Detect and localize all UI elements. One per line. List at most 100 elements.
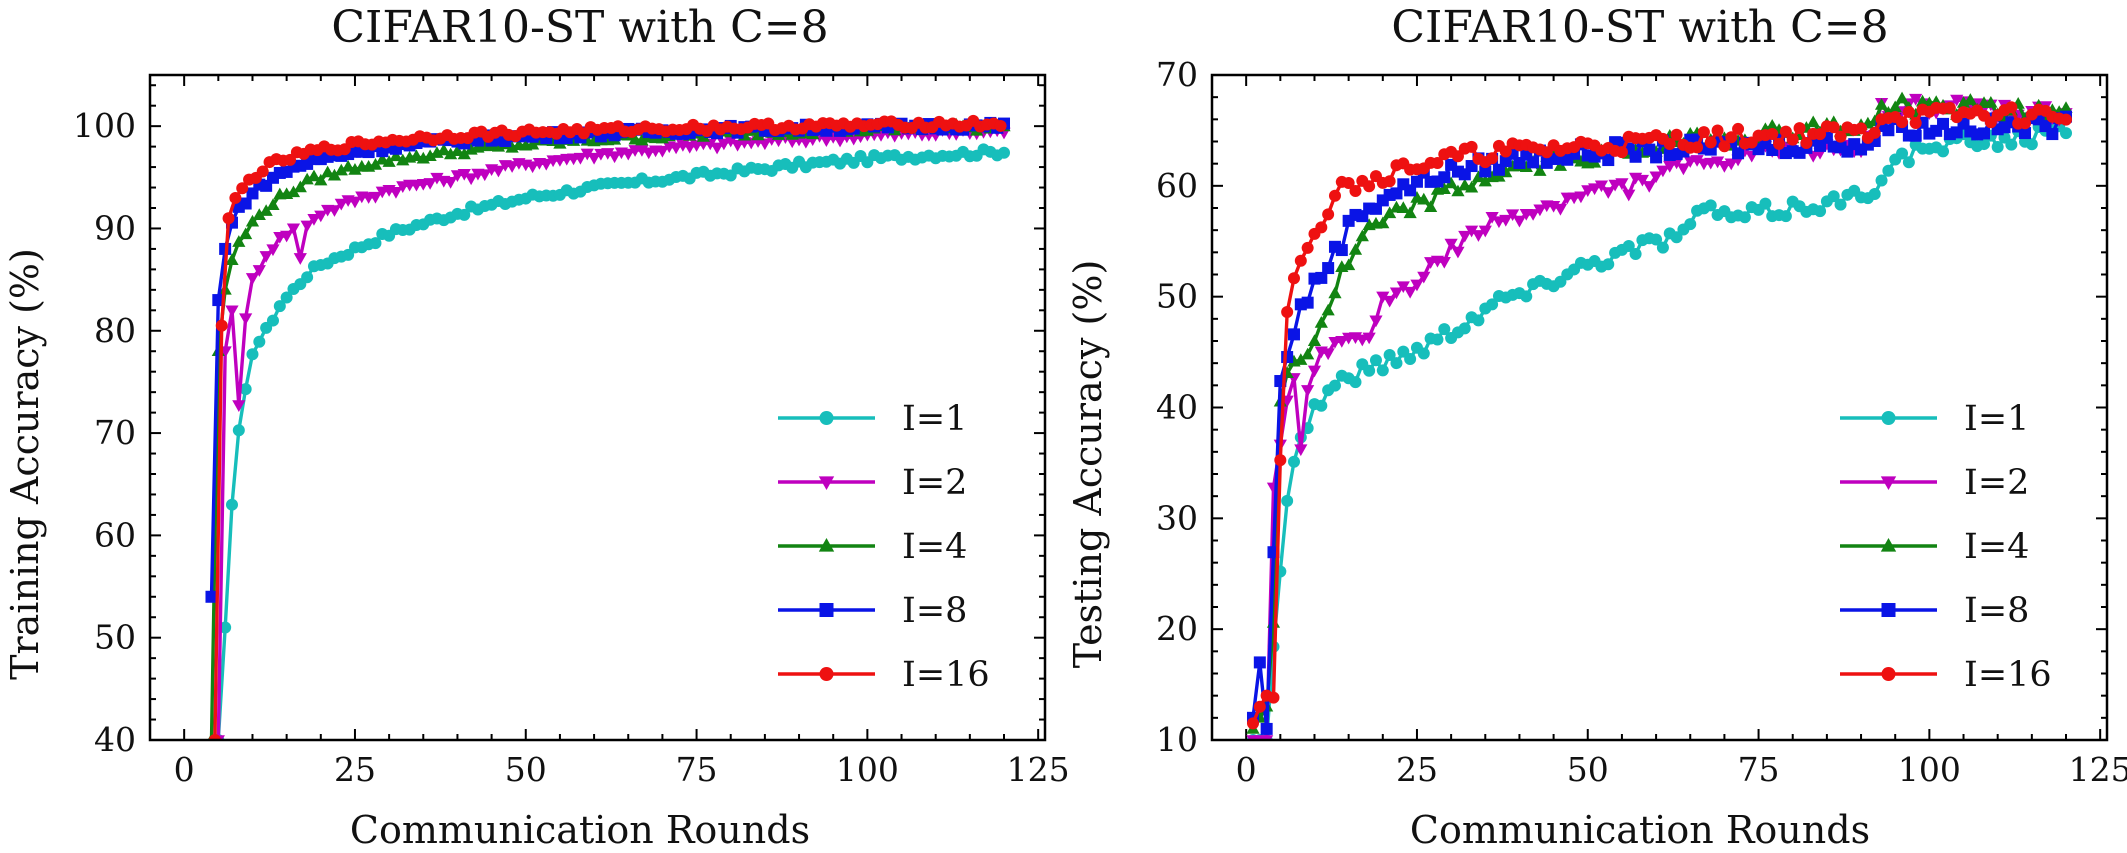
data-point [1677,164,1690,176]
legend-marker [820,603,834,617]
data-point [1766,128,1778,140]
data-point [1322,304,1335,316]
legend-item: I=4 [1840,527,2029,567]
data-point [223,212,235,224]
data-point [1247,717,1259,729]
y-tick-label: 50 [1156,277,1198,316]
data-point [1835,199,1847,211]
y-axis-label: Training Accuracy (%) [3,248,47,680]
y-tick-label: 70 [1156,55,1198,94]
data-point [1295,255,1307,267]
legend-label: I=8 [1964,591,2029,631]
chart-title: CIFAR10-ST with C=8 [331,2,828,53]
data-point [1472,314,1484,326]
data-point [1288,456,1300,468]
y-tick-label: 30 [1156,498,1198,537]
data-point [1630,151,1642,163]
data-point [301,271,313,283]
figure: CIFAR10-ST with C=8 Communication Rounds… [0,0,2127,853]
chart-title: CIFAR10-ST with C=8 [1391,2,1888,53]
data-point [1712,124,1724,136]
x-axis-label: Communication Rounds [350,808,810,852]
data-point [1622,190,1635,202]
x-tick-label: 0 [174,750,195,789]
x-tick-label: 125 [1007,750,1070,789]
data-point [1369,316,1382,328]
plot-area [205,115,1011,747]
data-point [1869,188,1881,200]
data-point [1807,115,1820,127]
legend-item: I=2 [1840,463,2029,503]
y-tick-label: 50 [94,618,136,657]
data-point [1315,400,1327,412]
data-point [229,192,241,204]
legend-label: I=4 [1964,527,2029,567]
data-point [1527,156,1539,168]
legend-item: I=1 [778,399,967,439]
data-point [226,499,238,511]
data-point [1451,247,1464,259]
series-line [218,149,1004,740]
data-point [1404,353,1416,365]
y-axis-label: Testing Accuracy (%) [1066,260,1110,669]
data-point [1336,244,1348,256]
data-point [1363,365,1375,377]
y-tick-label: 10 [1156,720,1198,759]
data-point [1657,242,1669,254]
data-point [1732,123,1744,135]
data-point [1288,272,1300,284]
data-point [1486,152,1498,164]
series-line [1253,107,2066,723]
data-point [1684,218,1696,230]
data-point [2005,139,2017,151]
data-point [995,120,1007,132]
legend-item: I=1 [1840,399,2029,439]
data-point [1814,205,1826,217]
data-point [1671,129,1683,141]
legend-marker [820,667,834,681]
data-point [1794,122,1806,134]
x-tick-label: 25 [1396,750,1438,789]
legend: I=1 I=2 I=4 I=8 I=16 [1840,399,2052,695]
data-point [1978,127,1990,139]
x-tick-label: 25 [334,750,376,789]
data-point [1301,348,1314,360]
data-point [1370,354,1382,366]
data-point [1377,364,1389,376]
data-point [1261,723,1273,735]
data-point [1882,165,1894,177]
data-point [225,306,238,318]
data-point [1390,357,1402,369]
legend-item: I=4 [778,527,967,567]
data-point [1903,106,1915,118]
data-point [1254,701,1266,713]
data-point [1787,134,1799,146]
data-point [1513,216,1526,228]
data-point [1698,126,1710,138]
data-point [1288,328,1300,340]
testing-accuracy-chart: CIFAR10-ST with C=8 Communication Rounds… [1066,2,2127,852]
y-tick-label: 40 [1156,388,1198,427]
x-tick-label: 0 [1236,750,1257,789]
data-point [246,348,258,360]
data-point [1896,116,1908,128]
y-tick-label: 70 [94,413,136,452]
data-point [1520,290,1532,302]
plot-area [1246,92,2072,747]
data-point [301,221,314,233]
data-point [1302,242,1314,254]
x-tick-label: 75 [676,750,718,789]
legend-item: I=2 [778,463,967,503]
data-point [1643,181,1656,193]
data-point [1650,151,1662,163]
data-point [1267,692,1279,704]
data-point [1329,190,1341,202]
legend-item: I=8 [778,591,967,631]
legend-marker [1882,603,1896,617]
data-point [1937,118,1949,130]
legend-item: I=16 [1840,655,2052,695]
legend-label: I=1 [1964,399,2029,439]
data-point [1895,92,1908,104]
y-tick-label: 60 [94,515,136,554]
series-line [1253,126,2066,740]
